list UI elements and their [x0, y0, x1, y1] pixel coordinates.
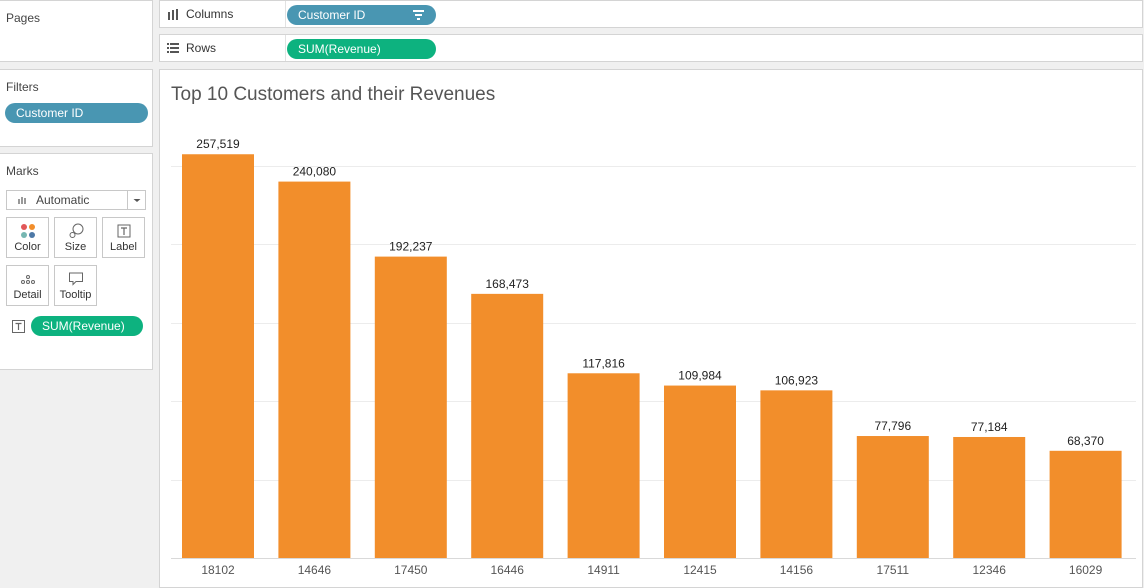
pages-title: Pages: [6, 11, 41, 25]
bar-value-label: 257,519: [196, 137, 240, 151]
bar-17450[interactable]: [374, 256, 447, 558]
bar-16446[interactable]: [471, 293, 544, 558]
color-icon: [21, 224, 35, 238]
columns-icon: [168, 9, 178, 20]
bar-17511[interactable]: [856, 436, 929, 558]
bar-14646[interactable]: [278, 181, 351, 558]
bar-value-label: 117,816: [582, 356, 625, 370]
x-tick-label: 14646: [298, 563, 332, 577]
text-label-icon: [117, 224, 131, 238]
sort-descending-icon: [413, 10, 424, 20]
bar-value-label: 68,370: [1067, 434, 1104, 448]
rows-pill-text: SUM(Revenue): [298, 42, 381, 56]
bar-value-label: 240,080: [293, 165, 337, 179]
bar-value-label: 77,796: [874, 419, 911, 433]
tooltip-button-label: Tooltip: [59, 289, 92, 301]
x-tick-label: 14156: [780, 563, 814, 577]
columns-shelf-label: Columns: [160, 1, 286, 27]
columns-pill-text: Customer ID: [298, 8, 366, 22]
x-tick-label: 16446: [491, 563, 525, 577]
bar-14156[interactable]: [760, 390, 833, 558]
label-pill-sum-revenue[interactable]: SUM(Revenue): [31, 316, 143, 336]
chart-pane[interactable]: Top 10 Customers and their Revenues 257,…: [159, 69, 1143, 588]
x-tick-label: 16029: [1069, 563, 1103, 577]
filter-pill-customer-id[interactable]: Customer ID: [5, 103, 148, 123]
x-tick-label: 17450: [394, 563, 428, 577]
chevron-down-icon[interactable]: [127, 191, 145, 209]
bar-value-label: 106,923: [775, 373, 819, 387]
filter-pill-label: Customer ID: [16, 106, 84, 120]
size-icon: [69, 223, 84, 238]
bar-chart: 257,519 18102 240,080 14646 192,237 17450 168,…: [171, 137, 1136, 577]
detail-icon: [21, 275, 35, 284]
bar-value-label: 77,184: [971, 420, 1008, 434]
chart-title: Top 10 Customers and their Revenues: [171, 84, 496, 105]
size-button[interactable]: Size: [54, 217, 97, 258]
tooltip-button[interactable]: Tooltip: [54, 265, 97, 306]
filters-card[interactable]: Filters Customer ID: [0, 69, 153, 147]
detail-button-label: Detail: [13, 289, 42, 301]
size-button-label: Size: [64, 241, 87, 253]
rows-label-text: Rows: [186, 41, 217, 55]
marks-card: Marks Automatic Color Size: [0, 153, 153, 370]
label-button[interactable]: Label: [102, 217, 145, 258]
rows-shelf-label: Rows: [160, 35, 286, 61]
columns-shelf[interactable]: Columns Customer ID: [159, 0, 1143, 28]
bar-value-label: 192,237: [389, 240, 433, 254]
detail-button[interactable]: Detail: [6, 265, 49, 306]
mark-type-value: Automatic: [36, 193, 90, 207]
x-tick-label: 17511: [877, 563, 910, 577]
color-button-label: Color: [14, 241, 41, 253]
bar-value-label: 168,473: [486, 277, 530, 291]
bar-14911[interactable]: [567, 373, 640, 558]
bar-12415[interactable]: [664, 385, 736, 558]
bar-chart-icon: [18, 197, 26, 204]
bar-12346[interactable]: [953, 436, 1026, 558]
bar-value-label: 109,984: [678, 369, 722, 383]
rows-icon: [167, 43, 179, 53]
mark-type-dropdown[interactable]: Automatic: [6, 190, 146, 210]
marks-title: Marks: [6, 164, 39, 178]
bar-18102[interactable]: [182, 154, 254, 558]
tooltip-icon: [69, 272, 83, 286]
pages-card[interactable]: Pages: [0, 0, 153, 62]
bar-16029[interactable]: [1049, 450, 1122, 558]
x-tick-label: 12346: [973, 563, 1007, 577]
filters-title: Filters: [6, 80, 39, 94]
rows-pill-sum-revenue[interactable]: SUM(Revenue): [287, 39, 436, 59]
x-tick-label: 12415: [683, 563, 717, 577]
columns-label-text: Columns: [186, 7, 234, 21]
x-tick-label: 14911: [587, 563, 620, 577]
columns-pill-customer-id[interactable]: Customer ID: [287, 5, 436, 25]
label-encoding-icon: [12, 320, 25, 333]
label-pill-text: SUM(Revenue): [42, 319, 125, 333]
label-button-label: Label: [110, 241, 137, 253]
rows-shelf[interactable]: Rows SUM(Revenue): [159, 34, 1143, 62]
color-button[interactable]: Color: [6, 217, 49, 258]
x-tick-label: 18102: [201, 563, 235, 577]
